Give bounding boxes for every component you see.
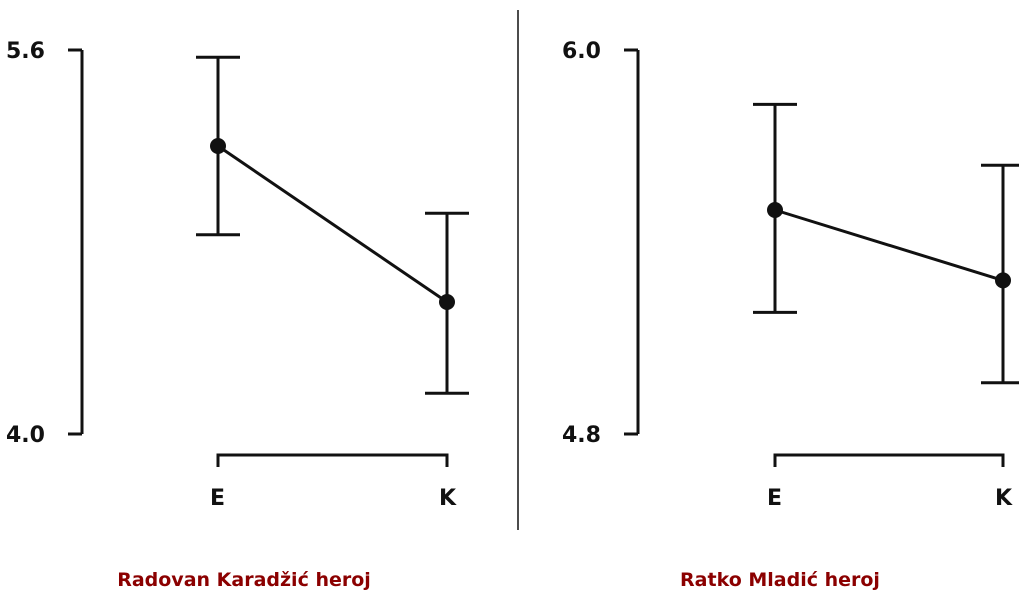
x-tick-label-0: E <box>767 486 782 511</box>
y-tick-label-bottom: 4.8 <box>562 423 601 448</box>
x-axis-bracket <box>216 453 449 467</box>
data-point-0 <box>767 202 783 218</box>
panel-right: 6.0 4.8 E K Ratko Mladić heroj <box>562 39 1019 591</box>
data-point-0 <box>210 138 226 154</box>
x-tick-label-1: K <box>995 486 1013 511</box>
y-tick-label-bottom: 4.0 <box>6 423 45 448</box>
y-tick-label-top: 5.6 <box>6 39 45 64</box>
panel-title: Ratko Mladić heroj <box>680 569 880 591</box>
panel-title: Radovan Karadžić heroj <box>117 569 371 591</box>
series-line <box>774 208 1004 282</box>
x-tick-label-0: E <box>210 486 225 511</box>
panel-left: 5.6 4.0 E K Radovan Karadžić heroj <box>6 39 469 591</box>
data-point-1 <box>995 272 1011 289</box>
series-line <box>217 144 448 304</box>
data-point-1 <box>439 294 455 310</box>
x-axis-bracket <box>773 453 1005 467</box>
y-tick-label-top: 6.0 <box>562 39 601 64</box>
x-tick-label-1: K <box>439 486 457 511</box>
